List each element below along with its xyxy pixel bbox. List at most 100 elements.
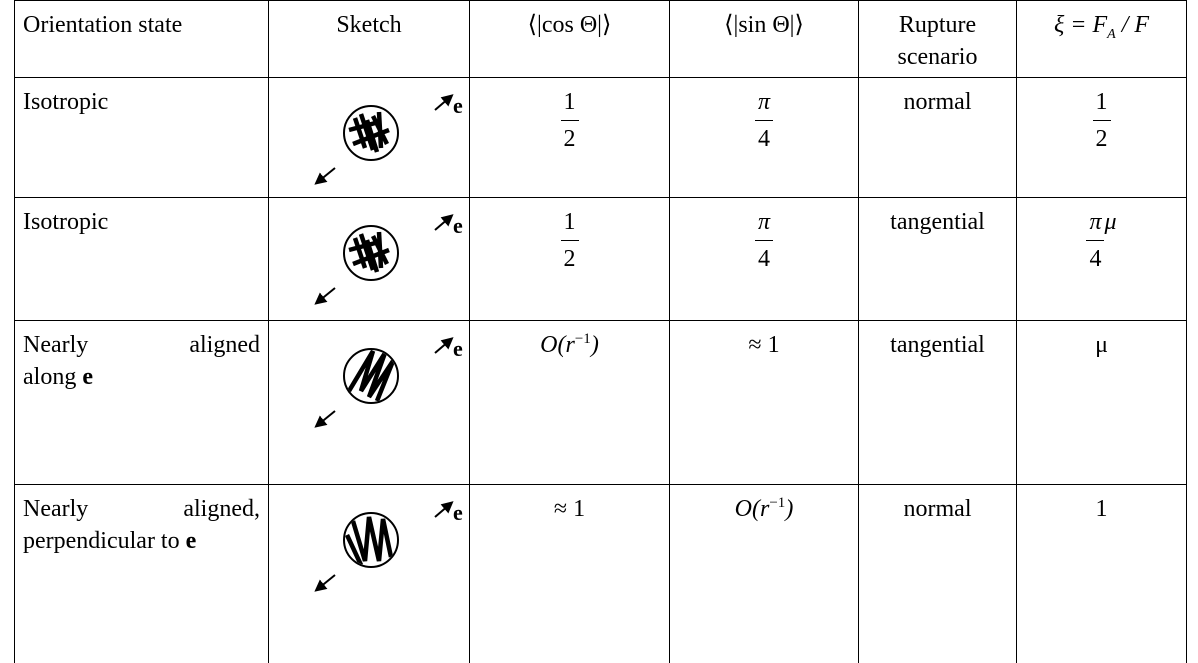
table-cell: e bbox=[268, 484, 470, 663]
cell-text: μ bbox=[1095, 332, 1108, 358]
fibers bbox=[345, 516, 394, 566]
header-text: ⟨|sin Θ|⟩ bbox=[724, 12, 804, 38]
text-line: perpendicular to e bbox=[23, 525, 260, 557]
factor: μ bbox=[1104, 209, 1117, 235]
cell-text: Isotropic bbox=[23, 89, 109, 115]
arrow bbox=[314, 167, 336, 185]
cell-text: tangential bbox=[890, 209, 985, 235]
direction-label: e bbox=[453, 500, 463, 525]
cell: O(r−1) bbox=[540, 331, 599, 358]
table-cell: O(r−1) bbox=[669, 484, 859, 663]
table-cell: O(r−1) bbox=[469, 320, 670, 485]
cell-text: tangential bbox=[890, 332, 985, 358]
header: Orientation state bbox=[23, 12, 182, 38]
line-text: along bbox=[23, 364, 83, 391]
cell-text: Isotropic bbox=[23, 209, 109, 235]
numerator: π bbox=[1086, 206, 1105, 241]
denominator: 2 bbox=[1095, 125, 1108, 152]
sketch: e bbox=[314, 93, 463, 185]
text-line: Nearly aligned bbox=[23, 329, 260, 361]
superscript: −1 bbox=[574, 331, 591, 347]
table: Orientation state Sketch ⟨|cos Θ|⟩ ⟨|sin Θ|… bbox=[14, 0, 1187, 663]
header-cell: ξ = FA / F bbox=[1016, 0, 1187, 78]
numerator: 1 bbox=[560, 206, 579, 241]
header-row: Orientation state Sketch ⟨|cos Θ|⟩ ⟨|sin Θ|… bbox=[14, 0, 1187, 78]
particle bbox=[343, 225, 399, 281]
denominator: 2 bbox=[563, 125, 576, 152]
fibers bbox=[348, 111, 390, 153]
table-row: Isotropic e 1 2 π 4 tangential π 4 μ bbox=[14, 197, 1187, 321]
math-tail: / F bbox=[1115, 12, 1150, 38]
table-cell: normal bbox=[858, 77, 1017, 198]
sketch: e bbox=[314, 213, 463, 305]
cell-text: normal bbox=[903, 496, 972, 522]
table-row: Nearly aligned along e e O(r−1) ≈ 1 tangenti… bbox=[14, 320, 1187, 485]
text-line: along e bbox=[23, 361, 260, 393]
table-cell: ≈ 1 bbox=[469, 484, 670, 663]
text-line: Nearly aligned, bbox=[23, 493, 260, 525]
table-cell: e bbox=[268, 197, 470, 321]
table-row: Nearly aligned, perpendicular to e e ≈ 1 O(… bbox=[14, 484, 1187, 663]
table-row: Isotropic e 1 2 π 4 normal 1 2 bbox=[14, 77, 1187, 198]
particle bbox=[343, 512, 399, 568]
cell-text: normal bbox=[903, 89, 972, 115]
cell: normal bbox=[904, 496, 972, 522]
arrow bbox=[314, 574, 336, 592]
header: ⟨|sin Θ|⟩ bbox=[724, 12, 804, 38]
table-cell: e bbox=[268, 320, 470, 485]
numerator: 1 bbox=[560, 86, 579, 121]
numerator: 1 bbox=[1092, 86, 1111, 121]
cell-text: ≈ 1 bbox=[748, 332, 780, 358]
table-cell: ≈ 1 bbox=[669, 320, 859, 485]
line-text: Nearly aligned bbox=[23, 332, 260, 358]
subscript: A bbox=[1107, 26, 1116, 42]
header-text: ⟨|cos Θ|⟩ bbox=[527, 12, 612, 38]
arrow bbox=[434, 94, 454, 111]
math-tail: ) bbox=[590, 332, 599, 358]
direction-label: e bbox=[453, 93, 463, 118]
direction-label: e bbox=[453, 213, 463, 238]
table-cell: tangential bbox=[858, 320, 1017, 485]
math-main: ξ = F bbox=[1053, 12, 1108, 38]
fibers bbox=[347, 350, 396, 402]
line-text: Nearly aligned, bbox=[23, 496, 260, 522]
cell-text: ≈ 1 bbox=[553, 496, 586, 522]
numerator: π bbox=[754, 86, 774, 121]
bold-symbol: e bbox=[82, 364, 93, 391]
numerator: π bbox=[754, 206, 774, 241]
bold-symbol: e bbox=[185, 528, 197, 555]
math-main: O(r bbox=[540, 332, 575, 358]
header-cell: Orientation state bbox=[14, 0, 269, 78]
denominator: 4 bbox=[758, 245, 770, 272]
header: Rupture scenario bbox=[898, 12, 978, 70]
table-cell: Isotropic bbox=[14, 77, 269, 198]
fibers bbox=[348, 231, 390, 273]
header-cell: ⟨|cos Θ|⟩ bbox=[469, 0, 670, 78]
direction-label: e bbox=[453, 336, 463, 361]
table-cell: μ bbox=[1016, 320, 1187, 485]
cell: O(r−1) bbox=[735, 495, 794, 522]
sketch: e bbox=[314, 336, 463, 428]
math-tail: ) bbox=[785, 496, 794, 522]
table-cell: tangential bbox=[858, 197, 1017, 321]
header-cell: Rupture scenario bbox=[858, 0, 1017, 78]
cell: ≈ 1 bbox=[748, 332, 779, 358]
arrow bbox=[314, 287, 336, 305]
table-cell: Nearly aligned, perpendicular to e bbox=[14, 484, 269, 663]
header-cell: ⟨|sin Θ|⟩ bbox=[669, 0, 859, 78]
line-text: perpendicular to bbox=[23, 528, 186, 555]
particle bbox=[343, 105, 399, 161]
cell: Isotropic bbox=[23, 89, 108, 115]
table-cell: Nearly aligned along e bbox=[14, 320, 269, 485]
